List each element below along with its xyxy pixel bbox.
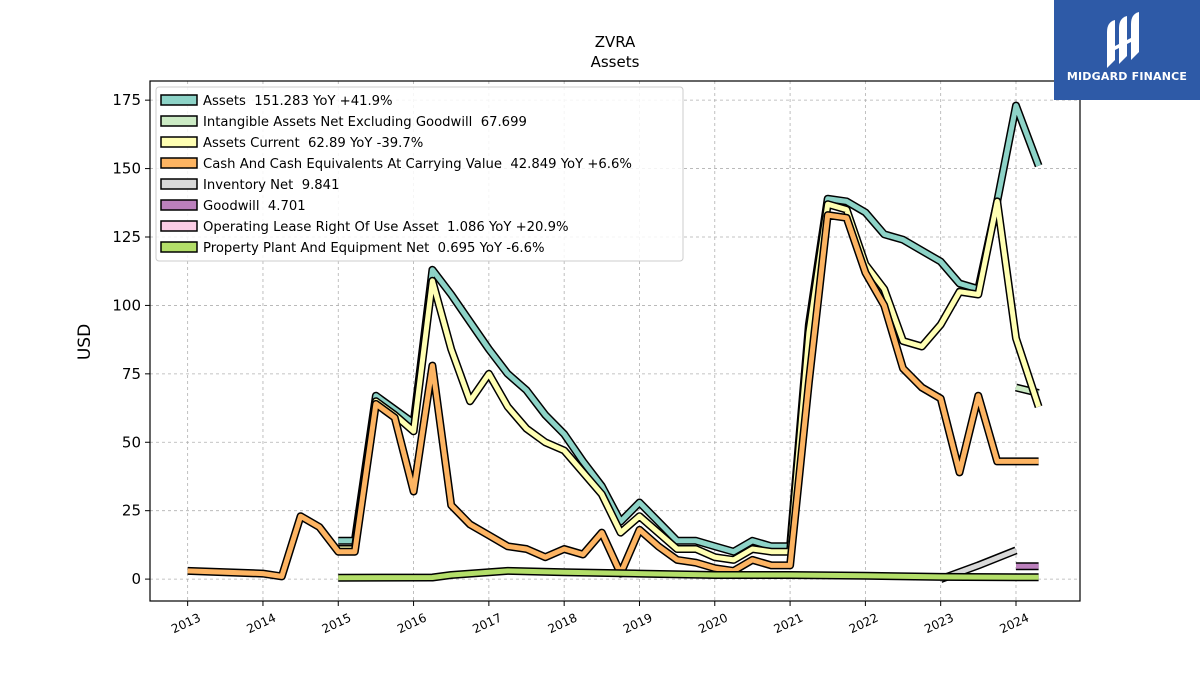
x-tick-label: 2018: [546, 611, 580, 637]
legend-label: Property Plant And Equipment Net 0.695 Y…: [203, 241, 545, 256]
x-tick-label: 2013: [169, 611, 203, 637]
y-tick-label: 50: [122, 433, 141, 451]
y-tick-label: 100: [112, 296, 141, 314]
legend-label: Assets Current 62.89 YoY -39.7%: [203, 136, 423, 151]
x-tick-label: 2017: [470, 611, 504, 637]
y-axis-label: USD: [75, 324, 95, 360]
x-tick-label: 2023: [922, 611, 956, 637]
y-tick-label: 25: [122, 502, 141, 520]
legend-label: Cash And Cash Equivalents At Carrying Va…: [203, 157, 632, 172]
series-layer: [187, 101, 1043, 583]
series-assets-current: [338, 197, 1043, 564]
series-line: [338, 568, 1039, 581]
y-tick-label: 175: [112, 91, 141, 109]
legend-box: [155, 86, 684, 262]
legend-label: Intangible Assets Net Excluding Goodwill…: [203, 115, 527, 130]
legend-label: Assets 151.283 YoY +41.9%: [203, 94, 393, 109]
legend-label: Goodwill 4.701: [203, 199, 306, 214]
legend-swatch: [160, 157, 198, 169]
series-line: [187, 212, 1039, 579]
legend-swatch: [160, 136, 198, 148]
legend-swatch: [160, 199, 198, 211]
legend-swatch: [160, 94, 198, 106]
legend-label: Inventory Net 9.841: [203, 178, 339, 193]
legend-item: Cash And Cash Equivalents At Carrying Va…: [160, 157, 632, 172]
midgard-logo-icon: [1107, 12, 1139, 68]
series-line: [338, 103, 1041, 555]
legend-swatch: [160, 241, 198, 253]
series-cash-and-cash-equivalents-at-carrying-value: [187, 211, 1039, 581]
y-tick-label: 75: [122, 365, 141, 383]
legend-item: Assets Current 62.89 YoY -39.7%: [160, 136, 423, 151]
x-tick-label: 2015: [320, 611, 354, 637]
y-tick-label: 125: [112, 228, 141, 246]
series-property-plant-and-equipment-net: [338, 566, 1039, 582]
brand-badge: MIDGARD FINANCE: [1054, 0, 1200, 100]
x-tick-label: 2020: [696, 611, 730, 637]
plot-frame: [149, 80, 1081, 602]
x-tick-label: 2019: [621, 611, 655, 637]
legend-item: Inventory Net 9.841: [160, 178, 339, 193]
legend-swatch: [160, 220, 198, 232]
legend-item: Intangible Assets Net Excluding Goodwill…: [160, 115, 527, 130]
grid: [150, 81, 1080, 601]
x-tick-label: 2022: [847, 611, 881, 637]
legend-item: Assets 151.283 YoY +41.9%: [160, 94, 393, 109]
series-line: [338, 198, 1041, 563]
y-tick-label: 150: [112, 160, 141, 178]
x-tick-label: 2024: [998, 611, 1032, 637]
x-tick-label: 2021: [772, 611, 806, 637]
chart-subtitle: Assets: [591, 53, 640, 71]
y-tick-label: 0: [131, 570, 141, 588]
legend-item: Operating Lease Right Of Use Asset 1.086…: [160, 220, 569, 235]
series-assets: [338, 101, 1043, 556]
legend: Assets 151.283 YoY +41.9% Intangible Asse…: [155, 86, 684, 262]
legend-swatch: [160, 115, 198, 127]
legend-label: Operating Lease Right Of Use Asset 1.086…: [203, 220, 569, 235]
brand-name: MIDGARD FINANCE: [1066, 70, 1188, 83]
legend-item: Goodwill 4.701: [160, 199, 306, 214]
legend-swatch: [160, 178, 198, 190]
x-tick-label: 2014: [244, 611, 278, 637]
chart-title: ZVRA: [595, 33, 636, 51]
legend-item: Property Plant And Equipment Net 0.695 Y…: [160, 241, 545, 256]
x-tick-label: 2016: [395, 611, 429, 637]
